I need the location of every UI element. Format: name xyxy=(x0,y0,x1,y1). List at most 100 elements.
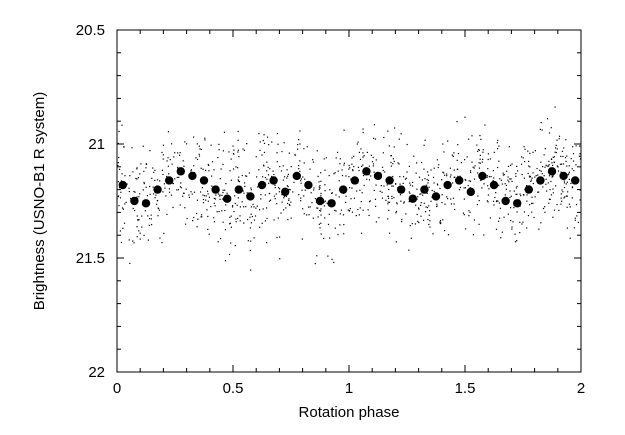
measurement-dot xyxy=(250,187,252,189)
measurement-dot xyxy=(534,196,536,198)
measurement-dot xyxy=(238,181,241,183)
measurement-dot xyxy=(520,163,523,165)
measurement-dot xyxy=(426,184,428,186)
measurement-dot xyxy=(372,156,374,159)
measurement-dot xyxy=(363,184,365,187)
measurement-dot xyxy=(453,203,455,205)
measurement-dot xyxy=(180,187,182,189)
measurement-dot xyxy=(256,186,259,188)
measurement-dot xyxy=(210,205,212,208)
measurement-dot xyxy=(387,130,389,132)
measurement-dot xyxy=(418,176,421,178)
measurement-dot xyxy=(449,176,452,178)
measurement-dot xyxy=(274,184,276,186)
measurement-dot xyxy=(500,237,502,239)
measurement-dot xyxy=(243,192,245,194)
measurement-dot xyxy=(156,200,158,202)
measurement-dot xyxy=(360,232,363,234)
measurement-dot xyxy=(323,205,325,207)
measurement-dot xyxy=(571,186,574,188)
measurement-dot xyxy=(429,226,431,228)
measurement-dot xyxy=(531,211,533,213)
measurement-dot xyxy=(439,219,442,222)
measurement-dot xyxy=(387,195,389,198)
measurement-dot xyxy=(217,193,220,195)
measurement-dot xyxy=(287,173,289,175)
measurement-dot xyxy=(200,214,203,216)
measurement-dot xyxy=(277,217,279,219)
measurement-dot xyxy=(464,116,466,118)
measurement-dot xyxy=(338,196,340,198)
y-tick-label: 22 xyxy=(88,364,105,381)
measurement-dot xyxy=(516,240,518,242)
measurement-dot xyxy=(387,201,389,203)
measurement-dot xyxy=(245,206,247,208)
measurement-dot xyxy=(149,150,151,152)
measurement-dot xyxy=(526,194,528,196)
measurement-dot xyxy=(393,160,395,163)
measurement-dot xyxy=(126,183,128,185)
measurement-dot xyxy=(390,161,392,164)
measurement-dot xyxy=(362,209,364,211)
measurement-dot xyxy=(512,221,514,223)
measurement-dot xyxy=(224,260,227,262)
measurement-dot xyxy=(433,167,435,169)
measurement-dot xyxy=(401,218,403,221)
measurement-dot xyxy=(388,201,391,203)
measurement-dot xyxy=(264,220,267,222)
measurement-dot xyxy=(483,234,485,236)
measurement-dot xyxy=(154,197,156,199)
measurement-dot xyxy=(143,170,145,172)
measurement-dot xyxy=(253,206,255,208)
measurement-dot xyxy=(262,176,264,178)
measurement-dot xyxy=(498,184,500,187)
measurement-dot xyxy=(273,173,275,176)
y-tick-label: 21 xyxy=(88,136,105,153)
measurement-dot xyxy=(307,206,310,208)
measurement-dot xyxy=(507,165,510,167)
measurement-dot xyxy=(229,222,232,224)
measurement-dot xyxy=(222,221,224,223)
measurement-dot xyxy=(552,156,554,159)
measurement-dot xyxy=(427,182,429,184)
measurement-dot xyxy=(247,240,249,242)
measurement-dot xyxy=(540,170,542,172)
measurement-dot xyxy=(492,170,495,172)
measurement-dot xyxy=(324,217,326,219)
measurement-dot xyxy=(569,206,571,208)
measurement-dot xyxy=(438,164,440,166)
measurement-dot xyxy=(299,160,301,162)
measurement-dot xyxy=(510,164,512,166)
measurement-dot xyxy=(426,192,428,194)
mean-point xyxy=(350,176,359,185)
measurement-dot xyxy=(298,165,300,167)
binned-mean-points xyxy=(118,167,580,208)
measurement-dot xyxy=(555,151,557,154)
measurement-dot xyxy=(289,189,291,191)
measurement-dot xyxy=(174,152,176,154)
measurement-dot xyxy=(427,179,430,182)
mean-point xyxy=(281,187,290,197)
measurement-dot xyxy=(131,147,133,149)
measurement-dot xyxy=(467,184,469,187)
measurement-dot xyxy=(286,169,288,171)
measurement-dot xyxy=(534,150,537,152)
measurement-dot xyxy=(548,175,551,177)
measurement-dot xyxy=(371,161,374,163)
measurement-dot xyxy=(198,153,200,155)
measurement-dot xyxy=(544,206,546,208)
measurement-dot xyxy=(122,208,125,210)
measurement-dot xyxy=(403,202,405,204)
measurement-dot xyxy=(314,198,317,200)
measurement-dot xyxy=(537,191,539,193)
measurement-dot xyxy=(306,214,308,216)
measurement-dot xyxy=(290,217,292,219)
measurement-dot xyxy=(219,237,222,240)
measurement-dot xyxy=(318,181,320,183)
measurement-dot xyxy=(360,148,362,150)
measurement-dot xyxy=(335,210,337,212)
measurement-dot xyxy=(444,203,446,205)
measurement-dot xyxy=(304,189,306,191)
measurement-dot xyxy=(450,174,452,176)
measurement-dot xyxy=(318,186,320,188)
